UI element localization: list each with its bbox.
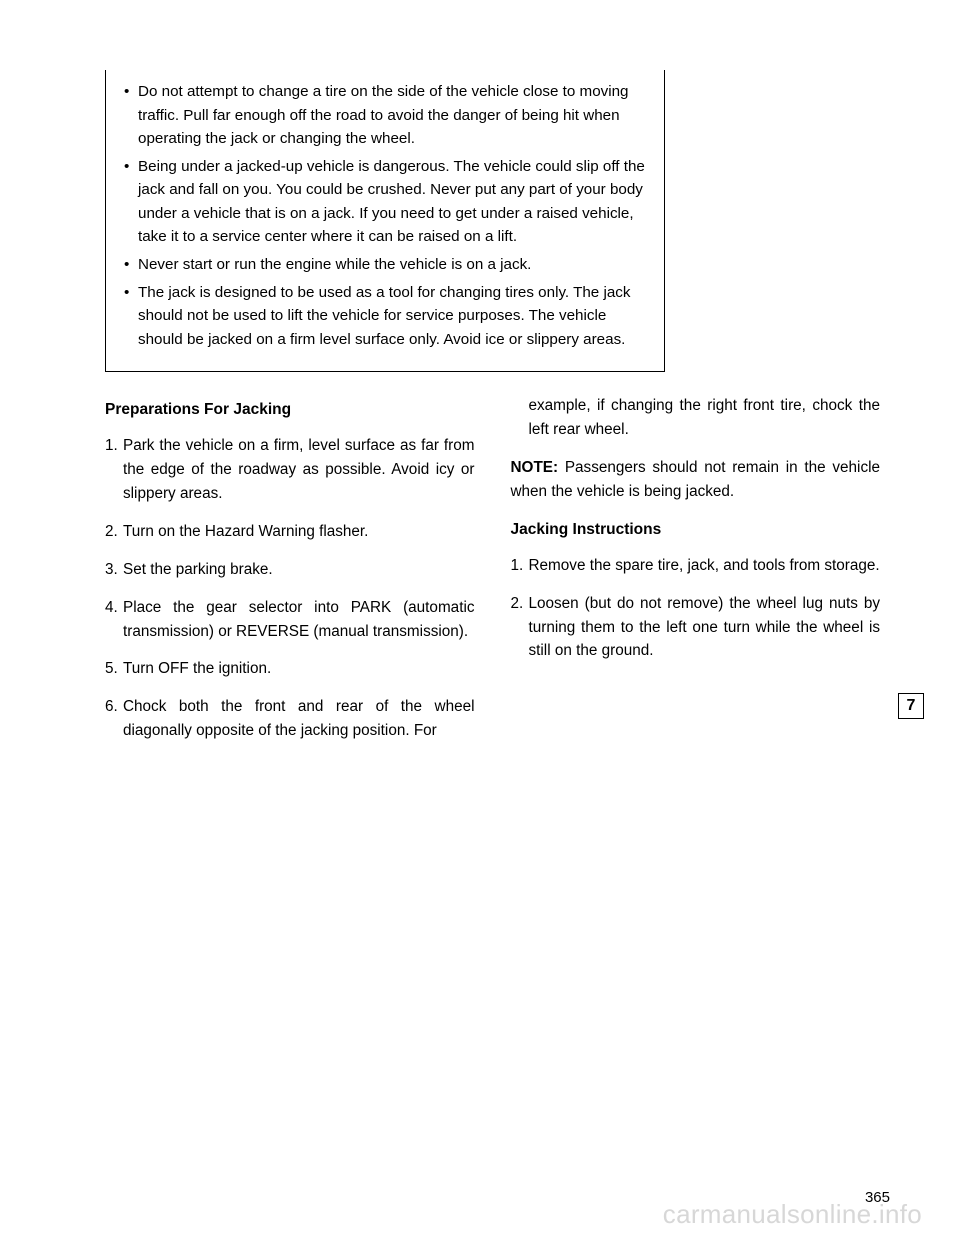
note-paragraph: NOTE: Passengers should not remain in th… <box>511 456 881 504</box>
section-heading-preparations: Preparations For Jacking <box>105 398 475 422</box>
step: Remove the spare tire, jack, and tools f… <box>511 554 881 578</box>
jacking-list: Remove the spare tire, jack, and tools f… <box>511 554 881 663</box>
watermark: carmanualsonline.info <box>663 1199 922 1230</box>
warning-item: Never start or run the engine while the … <box>124 253 646 277</box>
body-columns: Preparations For Jacking Park the vehicl… <box>105 394 880 757</box>
step: Place the gear selector into PARK (autom… <box>105 596 475 644</box>
step: Chock both the front and rear of the whe… <box>105 695 475 743</box>
step: Turn OFF the ignition. <box>105 657 475 681</box>
section-tab: 7 <box>898 693 924 719</box>
note-text: Passengers should not remain in the vehi… <box>511 459 881 500</box>
note-label: NOTE: <box>511 459 559 476</box>
step: Turn on the Hazard Warning flasher. <box>105 520 475 544</box>
step: Park the vehicle on a firm, level surfac… <box>105 434 475 506</box>
warning-box: Do not attempt to change a tire on the s… <box>105 70 665 372</box>
left-column: Preparations For Jacking Park the vehicl… <box>105 394 475 757</box>
step: Set the parking brake. <box>105 558 475 582</box>
right-column: example, if changing the right front tir… <box>511 394 881 757</box>
step: Loosen (but do not remove) the wheel lug… <box>511 592 881 664</box>
section-heading-jacking: Jacking Instructions <box>511 518 881 542</box>
warning-list: Do not attempt to change a tire on the s… <box>124 80 646 351</box>
section-tab-number: 7 <box>907 697 916 715</box>
continuation-text: example, if changing the right front tir… <box>511 394 881 442</box>
warning-item: Do not attempt to change a tire on the s… <box>124 80 646 151</box>
preparations-list: Park the vehicle on a firm, level surfac… <box>105 434 475 743</box>
warning-item: Being under a jacked-up vehicle is dange… <box>124 155 646 249</box>
warning-item: The jack is designed to be used as a too… <box>124 281 646 352</box>
